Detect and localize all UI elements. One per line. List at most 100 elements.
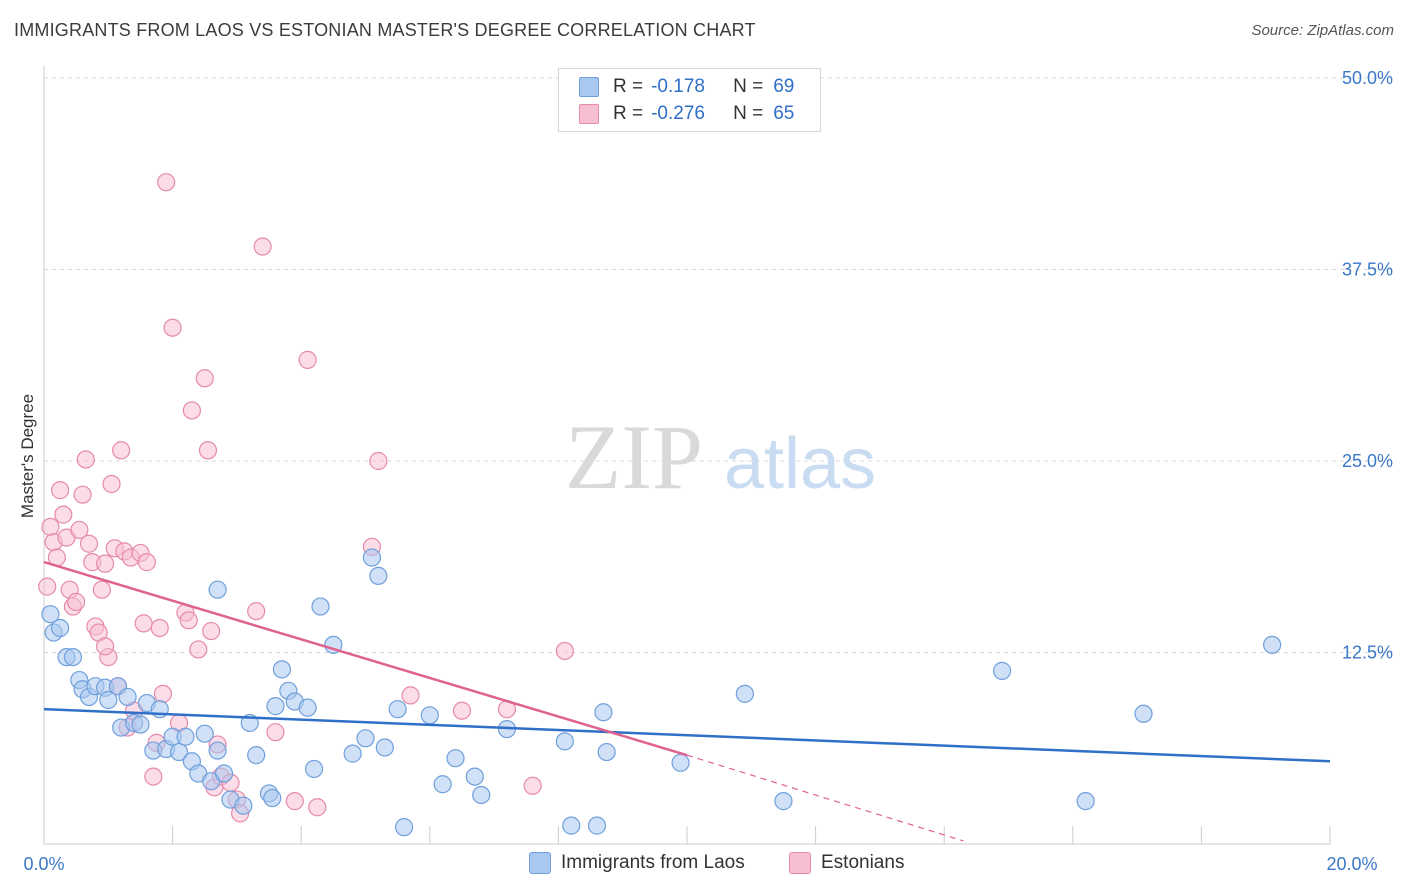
trend-lines	[43, 560, 1331, 842]
x-tick-label-min: 0.0%	[23, 854, 64, 874]
y-tick-label: 37.5%	[1342, 260, 1393, 280]
estonians-point	[50, 481, 70, 500]
laos-point	[356, 729, 375, 748]
laos-point	[671, 753, 690, 772]
legend-n-value-laos: 69	[773, 76, 795, 97]
y-axis-label: Master's Degree	[18, 394, 37, 518]
laos-point	[99, 690, 118, 710]
estonians-point	[41, 517, 60, 536]
legend-n-label: N =	[733, 76, 764, 97]
legend-label-laos: Immigrants from Laos	[561, 852, 745, 873]
laos-point	[263, 788, 282, 808]
laos-point	[555, 732, 574, 751]
legend-item-laos[interactable]: Immigrants from Laos	[529, 852, 745, 874]
estonians-point	[70, 520, 89, 540]
estonians-point	[163, 318, 182, 337]
legend-r-label: R =	[613, 103, 644, 124]
axes-layer	[43, 66, 1331, 845]
laos-point	[992, 661, 1012, 680]
legend-swatch-estonians	[579, 104, 599, 124]
laos-points	[41, 548, 1282, 837]
legend-swatch-laos	[579, 77, 599, 97]
laos-point	[735, 684, 754, 703]
legend-swatch-estonians	[789, 852, 811, 874]
estonians-point	[102, 474, 121, 494]
laos-point	[465, 767, 484, 786]
legend-r-value-laos: -0.178	[651, 76, 705, 97]
laos-point	[311, 597, 330, 616]
laos-point	[131, 715, 150, 734]
laos-point	[597, 742, 616, 762]
laos-point	[587, 816, 607, 835]
estonians-trend-line	[43, 560, 688, 757]
laos-point	[562, 816, 581, 835]
laos-point	[272, 660, 292, 679]
legend-row-laos: R = -0.178 N = 69	[579, 75, 794, 99]
laos-point	[343, 744, 362, 763]
laos-point	[420, 706, 439, 725]
estonians-point	[202, 621, 221, 641]
laos-point	[176, 727, 195, 746]
source-label: Source: ZipAtlas.com	[1251, 22, 1394, 39]
estonians-point	[266, 723, 285, 742]
estonians-point	[253, 237, 272, 256]
legend-label-estonians: Estonians	[821, 852, 905, 873]
laos-point	[41, 605, 60, 624]
series-legend: Immigrants from Laos Estonians	[0, 852, 1406, 876]
grid-layer	[44, 77, 1392, 653]
estonians-point	[523, 776, 542, 795]
laos-point	[169, 742, 189, 762]
estonians-point	[38, 577, 57, 596]
estonians-point	[137, 553, 156, 572]
estonians-point	[54, 505, 73, 524]
estonians-point	[73, 485, 92, 504]
legend-n-label: N =	[733, 103, 764, 124]
estonians-point	[247, 602, 266, 621]
laos-point	[118, 687, 137, 707]
estonians-points	[38, 173, 574, 823]
laos-point	[214, 764, 234, 783]
estonians-point	[67, 592, 86, 612]
estonians-point	[189, 640, 208, 659]
estonians-point	[112, 441, 131, 460]
y-tick-label: 12.5%	[1342, 643, 1393, 663]
laos-point	[388, 700, 407, 719]
estonians-point	[144, 767, 163, 786]
legend-swatch-laos	[529, 852, 551, 874]
laos-point	[304, 759, 324, 779]
estonians-point	[150, 618, 169, 638]
legend-r-value-estonians: -0.276	[651, 103, 705, 124]
laos-point	[298, 698, 317, 717]
estonians-point	[95, 554, 115, 573]
legend-row-estonians: R = -0.276 N = 65	[579, 102, 794, 126]
estonians-point	[95, 637, 115, 656]
watermark: ZIP atlas	[565, 406, 876, 508]
laos-point	[446, 749, 465, 768]
watermark-atlas: atlas	[724, 424, 876, 504]
laos-point	[234, 796, 253, 815]
estonians-point	[401, 686, 420, 705]
estonians-point	[369, 451, 388, 471]
laos-point	[208, 580, 227, 599]
laos-point	[433, 775, 452, 794]
estonians-point	[308, 798, 327, 817]
laos-point	[266, 697, 285, 716]
laos-point	[362, 548, 382, 567]
estonians-point	[198, 441, 218, 460]
laos-point	[247, 746, 266, 765]
laos-point	[774, 792, 793, 811]
legend-n-value-estonians: 65	[773, 103, 795, 124]
laos-point	[369, 566, 388, 586]
estonians-point	[285, 792, 304, 811]
estonians-point	[92, 580, 111, 599]
estonians-point	[179, 611, 198, 630]
estonians-point	[153, 684, 173, 703]
legend-item-estonians[interactable]: Estonians	[789, 852, 904, 874]
estonians-point	[298, 350, 317, 369]
laos-point	[1076, 792, 1095, 811]
estonians-point	[195, 369, 214, 388]
laos-point	[1134, 704, 1153, 723]
estonians-point	[452, 701, 472, 720]
estonians-point	[134, 614, 153, 633]
